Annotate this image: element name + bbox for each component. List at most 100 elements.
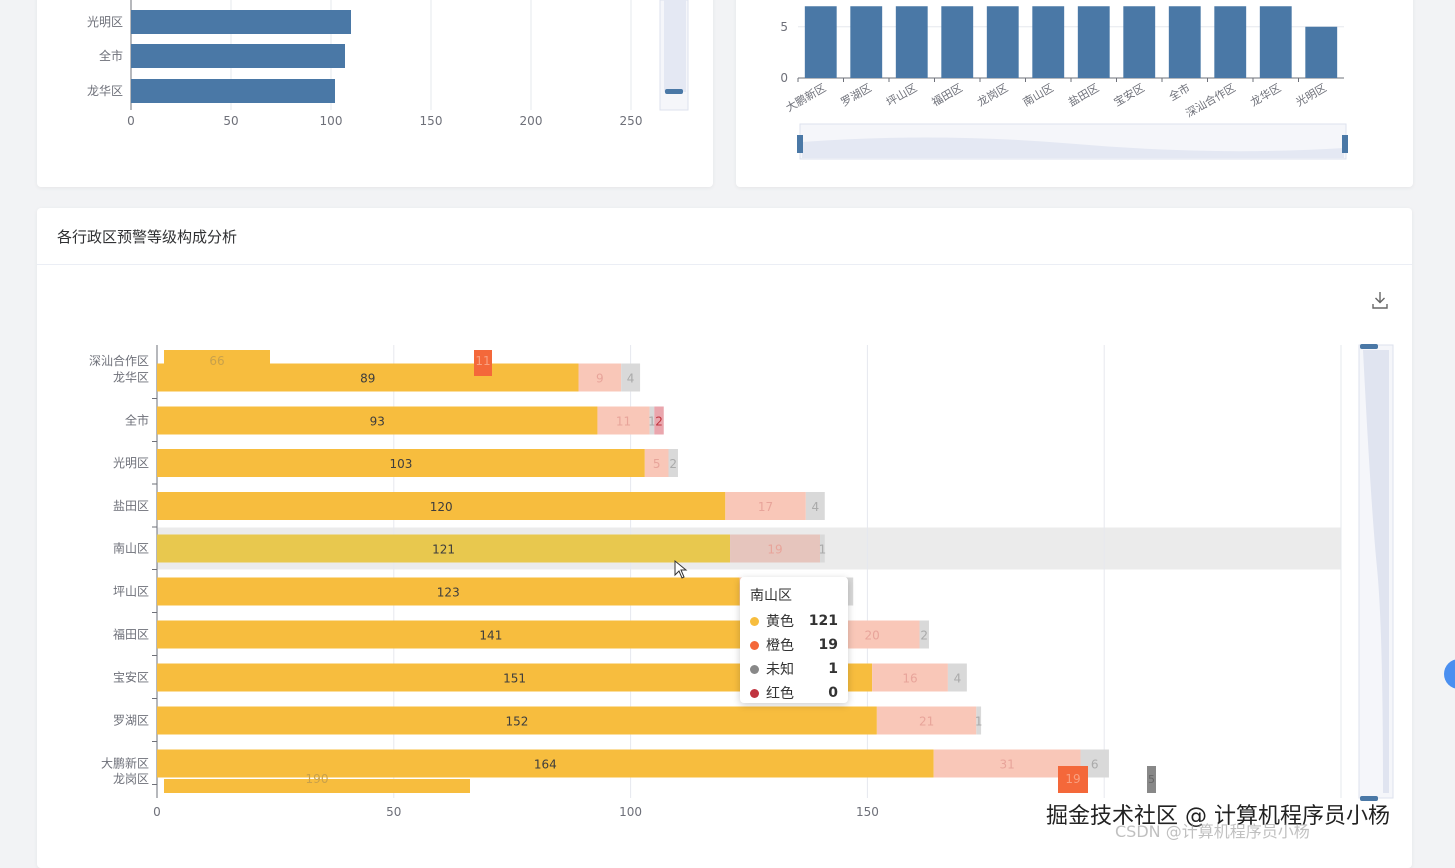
x-tick-label: 250 (620, 114, 643, 128)
bar-data-label: 4 (627, 372, 635, 386)
bar-data-label: 20 (864, 629, 879, 643)
bar-data-label: 31 (999, 758, 1014, 772)
bar-data-label: 103 (389, 457, 412, 471)
bar-data-label: 164 (534, 758, 557, 772)
bar-segment-黄色 (164, 350, 270, 364)
x-tick-label: 罗湖区 (839, 81, 874, 109)
x-tick-label: 全市 (1166, 80, 1192, 103)
x-tick-label: 50 (223, 114, 238, 128)
bar-data-label: 4 (954, 672, 962, 686)
data-zoom-handle-left (797, 135, 803, 153)
bar-segment-黄色 (157, 620, 825, 649)
bar-segment-未知 (820, 534, 825, 563)
x-tick-label: 150 (856, 805, 879, 819)
data-zoom-handle-bottom (1360, 796, 1378, 801)
data-zoom-shadow (802, 137, 1344, 158)
bar-data-label: 21 (919, 715, 934, 729)
bar-data-label: 89 (360, 372, 375, 386)
red-dot-icon (750, 688, 759, 698)
bar-data-label: 9 (596, 372, 604, 386)
bar-data-label: 123 (437, 586, 460, 600)
y-tick-label: 0 (780, 71, 788, 85)
bar-segment-未知 (947, 663, 967, 692)
y-tick-label: 龙华区 (87, 84, 123, 98)
x-tick-label: 0 (153, 805, 161, 819)
tooltip-row-unknown: 未知 1 (750, 657, 838, 681)
y-tick-label: 大鹏新区 (101, 756, 149, 771)
bar-data-label: 1 (648, 415, 656, 429)
x-tick-label: 龙岗区 (975, 81, 1010, 109)
bar-data-label: 1 (819, 543, 827, 557)
bar-data-label: 151 (503, 672, 526, 686)
tooltip-label: 橙色 (766, 638, 794, 654)
y-tick-label: 深汕合作区 (89, 353, 149, 368)
bar-segment-黄色 (157, 449, 645, 477)
bar (1168, 6, 1201, 78)
y-tick-label: 福田区 (113, 627, 149, 642)
warning-level-card: 各行政区预警等级构成分析 0 50 100 150 89 9 4 龙华区 93 11 1 2 全市 103… (37, 208, 1412, 868)
x-tick-label: 150 (420, 114, 443, 128)
y-tick-label: 5 (780, 20, 788, 34)
x-tick-label: 盐田区 (1066, 81, 1101, 109)
bar-segment-未知 (649, 406, 655, 435)
y-tick-label: 宝安区 (113, 670, 149, 685)
bar-data-label: 19 (767, 543, 782, 557)
bar-segment-橙色 (474, 350, 492, 376)
bar (804, 6, 837, 78)
x-tick-label: 100 (619, 805, 642, 819)
tooltip-value: 0 (828, 685, 838, 701)
x-tick-label: 深汕合作区 (1183, 80, 1238, 120)
y-tick-label: 光明区 (87, 15, 123, 29)
x-tick-label: 龙华区 (1248, 80, 1284, 109)
tooltip-row-yellow: 黄色 121 (750, 609, 838, 633)
bar-segment-橙色 (725, 492, 806, 520)
tooltip-label: 未知 (766, 662, 794, 678)
bar (1214, 6, 1247, 78)
y-tick-label: 盐田区 (113, 499, 149, 513)
side-float-button[interactable] (1444, 659, 1455, 689)
bar-data-label: 2 (669, 457, 677, 471)
bar-data-label: 141 (479, 629, 502, 643)
csdn-watermark: CSDN @计算机程序员小杨 (1115, 822, 1310, 841)
tooltip-label: 黄色 (766, 614, 794, 630)
bar (941, 6, 974, 78)
top-left-card: 0 50 100 150 200 250 光明区 全市 龙华区 (37, 0, 713, 187)
bar-data-label: 2 (920, 629, 928, 643)
bar (986, 6, 1019, 78)
bar-segment-黄色 (157, 534, 731, 563)
bar-segment-未知 (919, 620, 929, 649)
orange-dot-icon (750, 640, 759, 650)
tooltip-label: 红色 (766, 686, 794, 702)
tooltip-row-orange: 橙色 19 (750, 633, 838, 657)
yellow-dot-icon (750, 616, 759, 626)
y-tick-label: 龙岗区 (113, 772, 149, 786)
tooltip-row-red: 红色 0 (750, 681, 838, 705)
bar (131, 10, 351, 34)
watermark: 掘金技术社区 @ 计算机程序员小杨 (1046, 804, 1390, 829)
tooltip-value: 121 (808, 613, 838, 629)
card-title: 各行政区预警等级构成分析 (57, 228, 238, 246)
bar-segment-黄色 (157, 577, 740, 606)
bar-segment-未知 (805, 492, 825, 520)
bar (1305, 26, 1338, 78)
data-zoom-shadow (1363, 350, 1389, 793)
bar-data-label: 6 (1091, 758, 1099, 772)
y-tick-label: 罗湖区 (113, 713, 149, 728)
data-zoom-window (664, 0, 686, 92)
bar (895, 6, 928, 78)
x-tick-label: 200 (520, 114, 543, 128)
y-tick-label: 南山区 (113, 541, 149, 556)
tooltip-value: 1 (828, 661, 838, 677)
x-tick-label: 100 (320, 114, 343, 128)
bar-segment-未知 (976, 706, 982, 735)
x-tick-label: 0 (127, 114, 135, 128)
download-icon[interactable] (1371, 290, 1389, 310)
bar-data-label: 5 (653, 457, 661, 471)
bar-data-label: 121 (432, 543, 455, 557)
data-zoom-handle (665, 89, 683, 94)
x-tick-label: 光明区 (1293, 80, 1329, 109)
chart-tooltip: 南山区 黄色 121 橙色 19 未知 1 红色 0 (740, 577, 848, 703)
bar-segment-橙色 (597, 406, 650, 435)
